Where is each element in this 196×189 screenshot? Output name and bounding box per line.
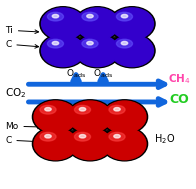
Text: O$_\mathrm{ads}$: O$_\mathrm{ads}$ xyxy=(66,68,86,80)
Ellipse shape xyxy=(121,41,128,45)
Ellipse shape xyxy=(116,12,132,21)
Ellipse shape xyxy=(47,39,64,48)
Text: CO: CO xyxy=(169,93,189,106)
Ellipse shape xyxy=(40,105,56,114)
Ellipse shape xyxy=(104,145,111,152)
Ellipse shape xyxy=(69,128,112,160)
Ellipse shape xyxy=(122,146,124,148)
Ellipse shape xyxy=(104,127,111,134)
Ellipse shape xyxy=(114,108,120,111)
Ellipse shape xyxy=(32,100,79,134)
Text: CO$_2$: CO$_2$ xyxy=(5,86,26,100)
Ellipse shape xyxy=(87,14,93,18)
Ellipse shape xyxy=(52,14,59,18)
Ellipse shape xyxy=(88,146,90,148)
Ellipse shape xyxy=(103,101,146,133)
Ellipse shape xyxy=(40,34,86,68)
Ellipse shape xyxy=(74,132,91,141)
Ellipse shape xyxy=(130,35,132,37)
Ellipse shape xyxy=(109,34,155,68)
Ellipse shape xyxy=(74,7,121,41)
Ellipse shape xyxy=(82,39,98,48)
Ellipse shape xyxy=(102,127,148,161)
Ellipse shape xyxy=(109,132,125,141)
Ellipse shape xyxy=(76,35,119,67)
Ellipse shape xyxy=(52,145,59,152)
Ellipse shape xyxy=(111,8,153,40)
Ellipse shape xyxy=(67,127,113,161)
Ellipse shape xyxy=(79,135,86,138)
Ellipse shape xyxy=(74,34,121,68)
Ellipse shape xyxy=(34,101,77,133)
Ellipse shape xyxy=(87,127,93,134)
Ellipse shape xyxy=(45,108,51,111)
Ellipse shape xyxy=(109,7,155,41)
Ellipse shape xyxy=(45,135,51,138)
Text: CH$_4$: CH$_4$ xyxy=(168,72,191,86)
Ellipse shape xyxy=(53,128,55,130)
Ellipse shape xyxy=(121,127,128,134)
Ellipse shape xyxy=(112,35,114,37)
Ellipse shape xyxy=(47,12,64,21)
Ellipse shape xyxy=(53,146,55,148)
Ellipse shape xyxy=(79,108,86,111)
Ellipse shape xyxy=(105,146,107,148)
Ellipse shape xyxy=(95,35,97,37)
Ellipse shape xyxy=(60,34,66,41)
Ellipse shape xyxy=(122,128,124,130)
Ellipse shape xyxy=(42,35,84,67)
Ellipse shape xyxy=(52,127,59,134)
Ellipse shape xyxy=(40,132,56,141)
Ellipse shape xyxy=(82,12,98,21)
Ellipse shape xyxy=(69,101,112,133)
Text: O$_\mathrm{ads}$: O$_\mathrm{ads}$ xyxy=(118,99,138,112)
Ellipse shape xyxy=(129,34,135,41)
Ellipse shape xyxy=(94,34,101,41)
Ellipse shape xyxy=(121,14,128,18)
Ellipse shape xyxy=(77,34,84,41)
Ellipse shape xyxy=(67,100,113,134)
Ellipse shape xyxy=(32,127,79,161)
Ellipse shape xyxy=(116,39,132,48)
Ellipse shape xyxy=(69,145,76,152)
Ellipse shape xyxy=(61,35,63,37)
Ellipse shape xyxy=(109,105,125,114)
Ellipse shape xyxy=(87,41,93,45)
Ellipse shape xyxy=(34,128,77,160)
Ellipse shape xyxy=(88,128,90,130)
Ellipse shape xyxy=(70,146,73,148)
Ellipse shape xyxy=(40,7,86,41)
Ellipse shape xyxy=(121,145,128,152)
Ellipse shape xyxy=(111,34,118,41)
Ellipse shape xyxy=(70,128,73,130)
Text: C: C xyxy=(5,136,41,145)
Text: O$_\mathrm{ads}$: O$_\mathrm{ads}$ xyxy=(93,68,113,80)
Ellipse shape xyxy=(52,41,59,45)
Ellipse shape xyxy=(78,35,80,37)
Ellipse shape xyxy=(114,135,120,138)
Text: Ti: Ti xyxy=(5,26,39,35)
Ellipse shape xyxy=(103,128,146,160)
Ellipse shape xyxy=(105,128,107,130)
Text: H$_2$O: H$_2$O xyxy=(154,132,176,146)
Ellipse shape xyxy=(69,127,76,134)
Text: C: C xyxy=(5,40,39,49)
Ellipse shape xyxy=(74,105,91,114)
Ellipse shape xyxy=(102,100,148,134)
Text: Mo: Mo xyxy=(5,122,41,131)
Ellipse shape xyxy=(87,145,93,152)
Ellipse shape xyxy=(42,8,84,40)
Ellipse shape xyxy=(76,8,119,40)
Ellipse shape xyxy=(111,35,153,67)
